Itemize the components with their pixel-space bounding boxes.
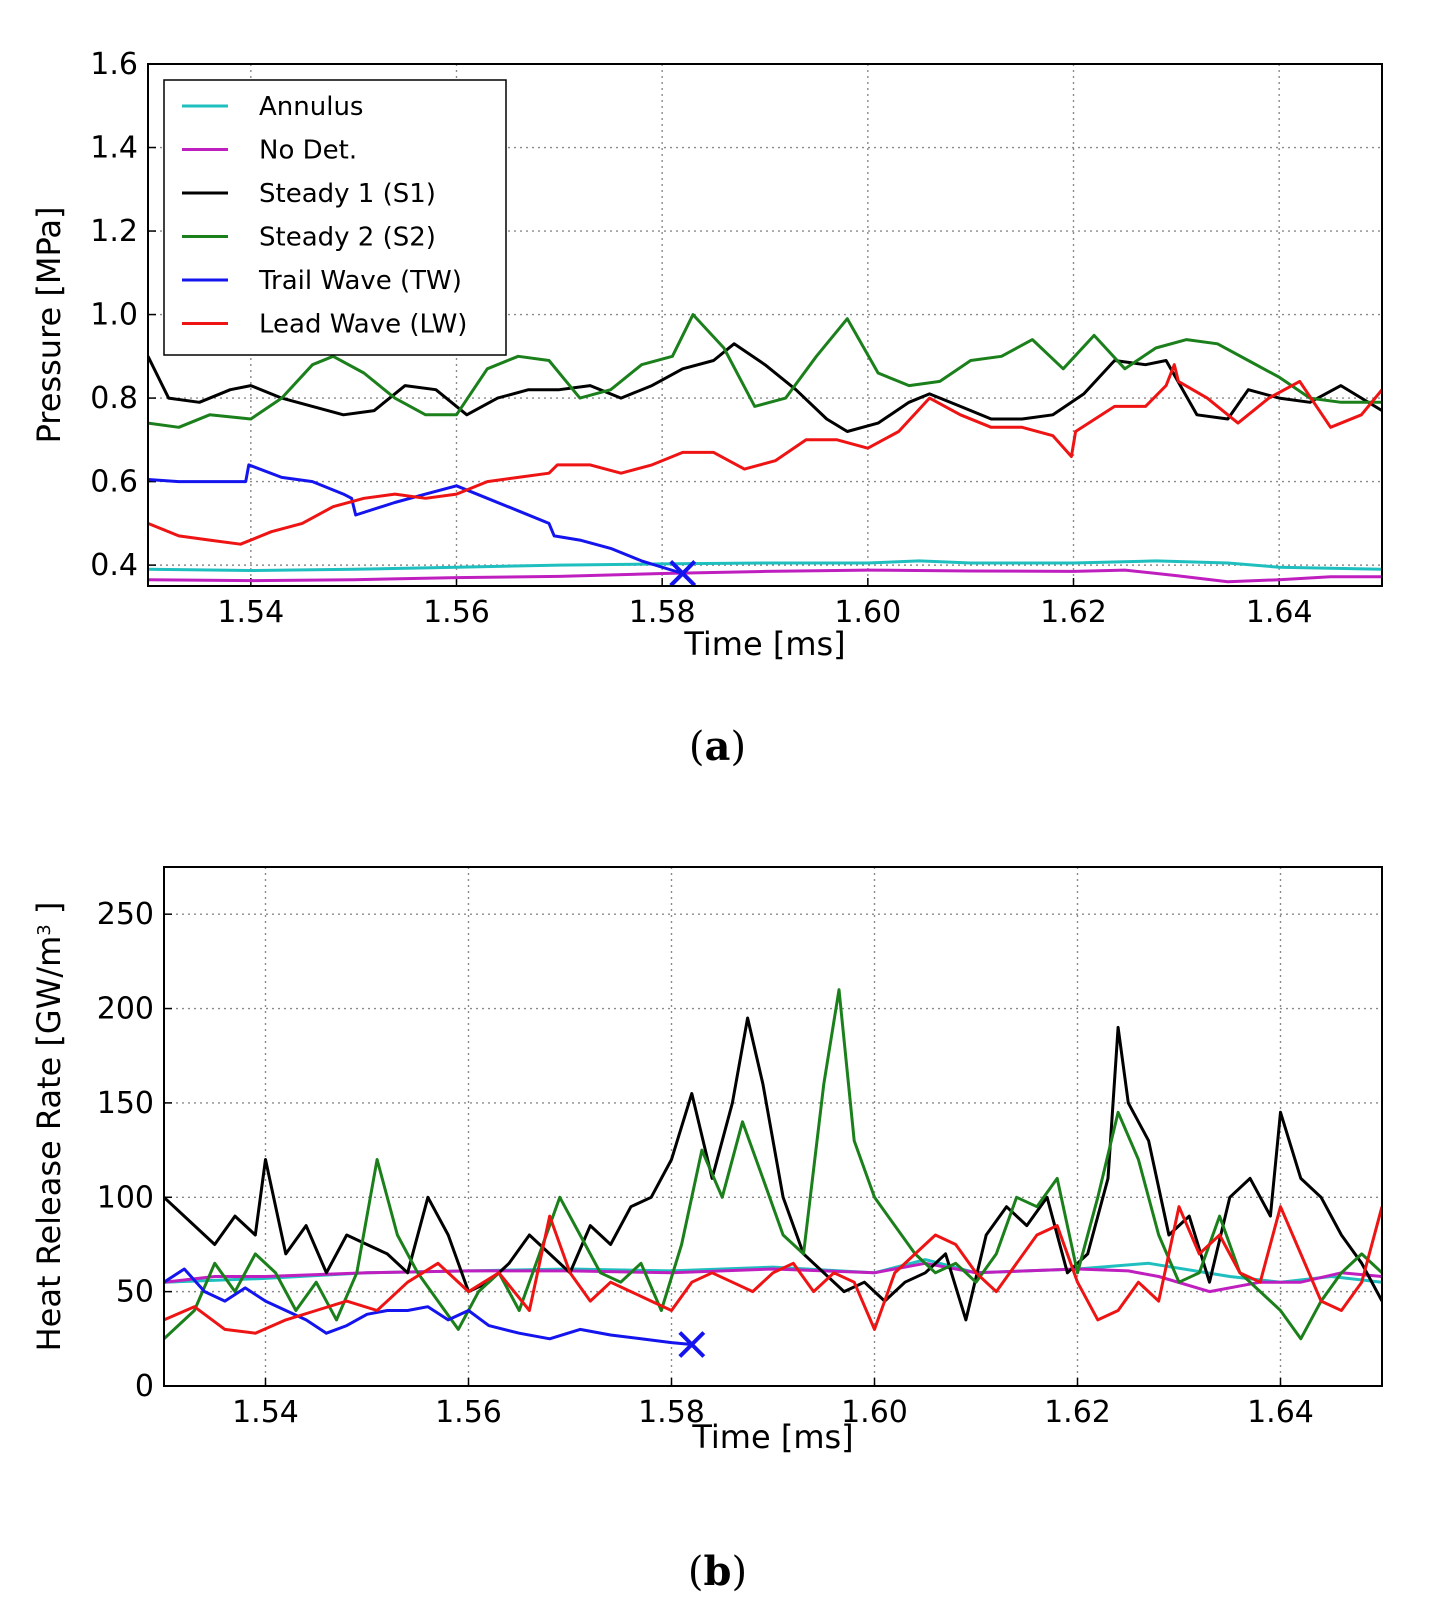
tick-label-x-1-60: 1.60 <box>834 595 901 630</box>
x-axis-label: Time [ms] <box>691 1418 853 1456</box>
tick-label-y-1-6: 1.6 <box>90 47 138 82</box>
x-axis-label: Time [ms] <box>683 625 845 663</box>
series-line-no-det <box>164 1261 1382 1294</box>
chart-a-pressure: 1.54 1.56 1.58 1.60 1.62 1.64 0.4 0.6 0.8 1.0 1.2 1… <box>30 47 1383 663</box>
series-line-steady-2-s2 <box>148 313 1382 429</box>
tick-label-y-150: 150 <box>97 1086 154 1121</box>
end-marker-x <box>678 1331 706 1358</box>
legend-label-steady-1-s1: Steady 1 (S1) <box>259 179 436 209</box>
tick-label-y-0-8: 0.8 <box>90 381 138 416</box>
series-line-trail-wave-tw <box>148 463 684 575</box>
legend-label-steady-2-s2: Steady 2 (S2) <box>259 223 436 253</box>
tick-label-y-0-4: 0.4 <box>90 548 138 583</box>
chart-b-heat-release: 1.54 1.56 1.58 1.60 1.62 1.64 0 50 100 150 200 250 T… <box>30 866 1383 1456</box>
caption-a-letter: a <box>704 723 731 770</box>
series-line-annulus <box>148 559 1382 572</box>
series-line-steady-2-s2 <box>164 988 1382 1341</box>
legend-label-trail-wave-tw: Trail Wave (TW) <box>258 266 462 296</box>
legend-label-lead-wave-lw: Lead Wave (LW) <box>259 310 467 340</box>
tick-label-y-1-0: 1.0 <box>90 298 138 333</box>
legend: Annulus No Det. Steady 1 (S1) Steady 2 (S2)… <box>163 79 507 356</box>
legend-box <box>163 79 507 356</box>
series-line-no-det <box>148 568 1382 584</box>
caption-a: (a) <box>688 723 747 770</box>
tick-label-y-250: 250 <box>97 897 154 932</box>
tick-label-x-1-60: 1.60 <box>841 1395 908 1430</box>
series-group <box>164 988 1382 1346</box>
y-axis-label: Heat Release Rate [GW/m3 ] <box>30 902 68 1352</box>
tick-label-y-0-6: 0.6 <box>90 465 138 500</box>
tick-label-y-200: 200 <box>97 992 154 1027</box>
legend-label-no-det: No Det. <box>259 136 357 166</box>
series-line-steady-1-s1 <box>148 342 1382 433</box>
tick-label-x-1-58: 1.58 <box>629 595 696 630</box>
tick-label-x-1-54: 1.54 <box>217 595 284 630</box>
tick-label-y-0: 0 <box>135 1369 154 1404</box>
y-axis-label-superscript: 3 <box>34 924 55 935</box>
y-axis-label-suffix: ] <box>30 902 68 925</box>
plot-frame <box>163 866 1383 1387</box>
tick-label-x-1-64: 1.64 <box>1247 1395 1314 1430</box>
tick-label-x-1-62: 1.62 <box>1040 595 1107 630</box>
tick-label-x-1-58: 1.58 <box>638 1395 705 1430</box>
tick-label-x-1-56: 1.56 <box>435 1395 502 1430</box>
tick-label-y-50: 50 <box>116 1275 154 1310</box>
caption-b: (b) <box>687 1548 748 1595</box>
tick-label-y-100: 100 <box>97 1180 154 1215</box>
tick-label-x-1-56: 1.56 <box>423 595 490 630</box>
tick-label-x-1-62: 1.62 <box>1044 1395 1111 1430</box>
series-line-lead-wave-lw <box>148 363 1382 546</box>
series-line-steady-1-s1 <box>164 1016 1382 1322</box>
caption-b-letter: b <box>703 1548 732 1595</box>
legend-label-annulus: Annulus <box>259 92 363 122</box>
end-marker-x <box>669 560 697 587</box>
plot-frame <box>147 63 1383 587</box>
tick-label-x-1-64: 1.64 <box>1246 595 1313 630</box>
tick-label-x-1-54: 1.54 <box>232 1395 299 1430</box>
tick-label-y-1-2: 1.2 <box>90 214 138 249</box>
tick-label-y-1-4: 1.4 <box>90 131 138 166</box>
y-axis-label: Pressure [MPa] <box>30 207 68 444</box>
series-line-trail-wave-tw <box>164 1267 692 1346</box>
series-group <box>148 313 1382 584</box>
series-line-lead-wave-lw <box>164 1205 1382 1335</box>
